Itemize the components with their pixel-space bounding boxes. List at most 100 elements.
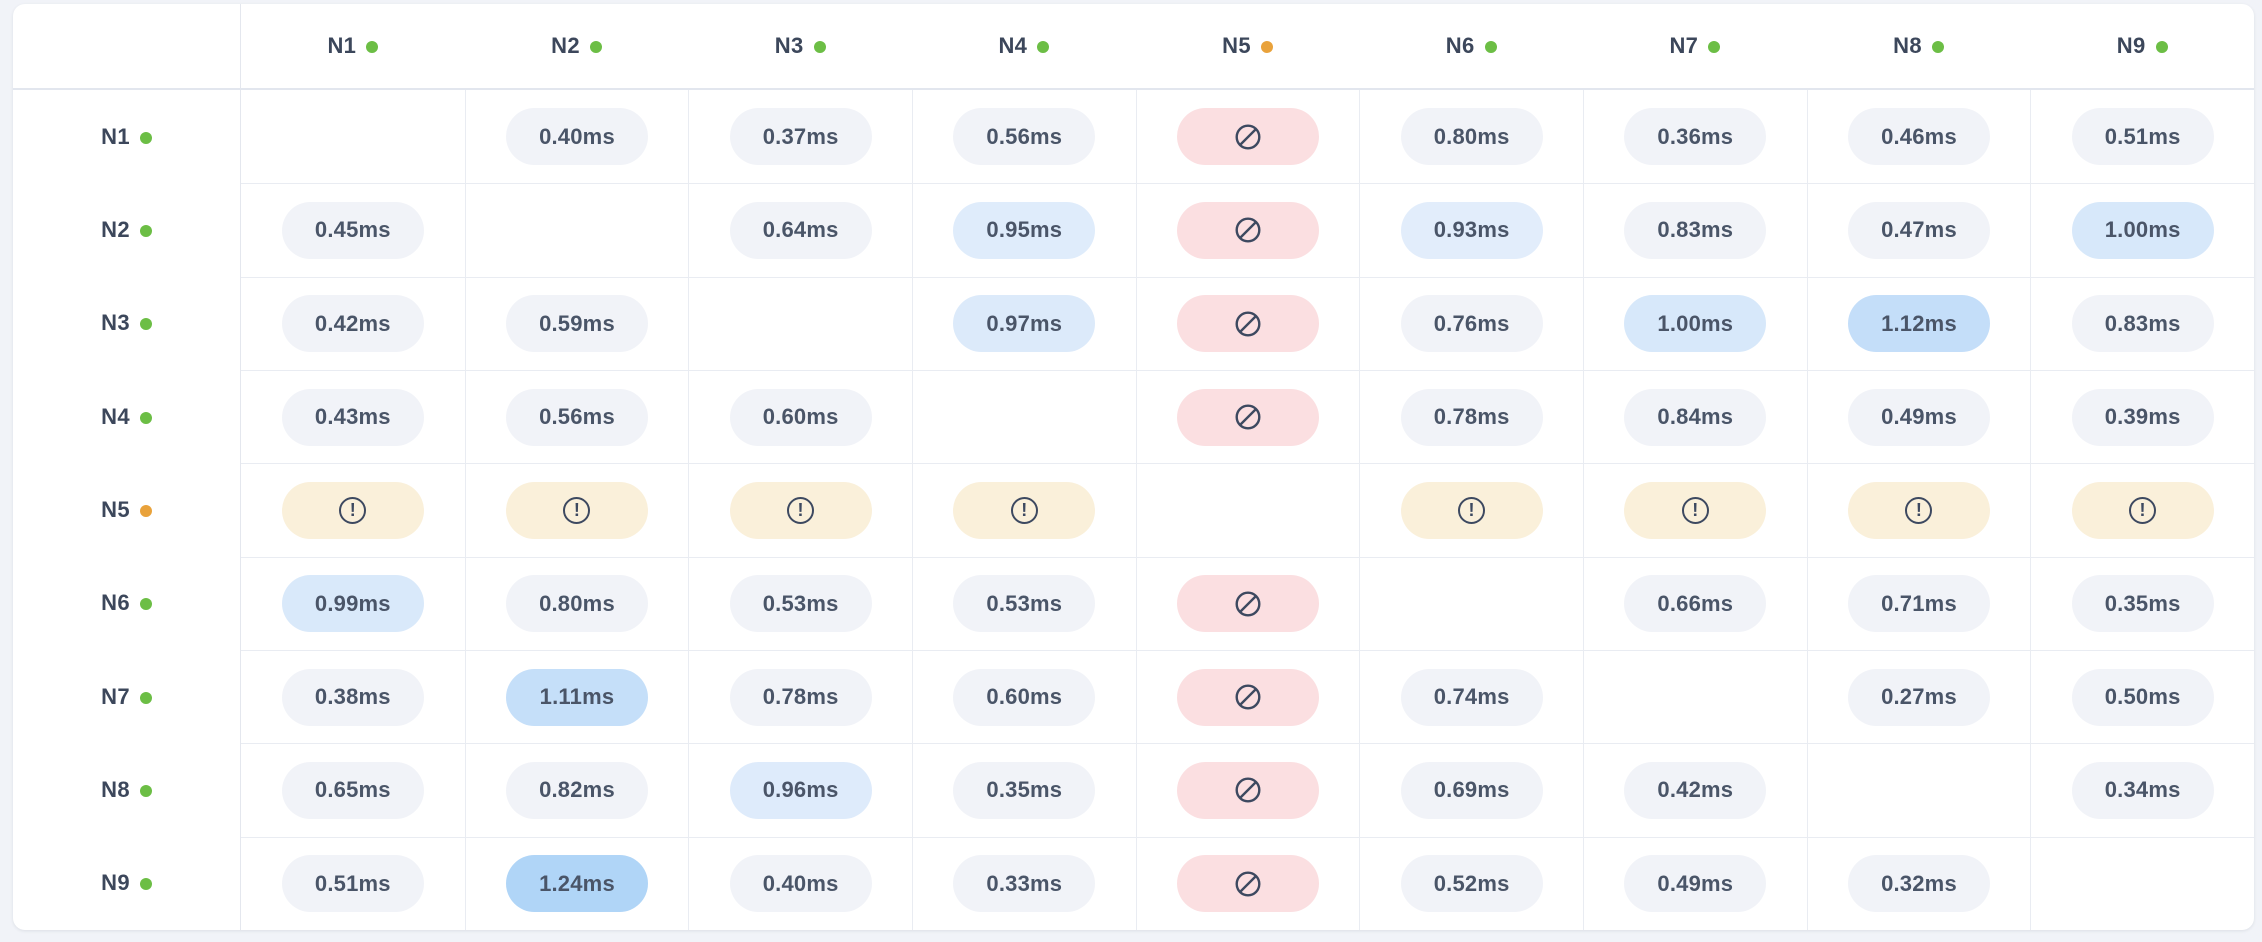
cell-N1-N8: 0.46ms <box>1806 90 2031 184</box>
latency-pill: 0.42ms <box>281 295 424 353</box>
latency-pill: 0.34ms <box>2071 761 2214 819</box>
cell-N8-N1: 0.65ms <box>241 743 465 836</box>
cell-N8-N7: 0.42ms <box>1583 743 1807 837</box>
warning-pill: ! <box>1847 481 1990 539</box>
column-label: N4 <box>998 33 1028 58</box>
latency-pill: 0.99ms <box>281 575 424 633</box>
latency-pill: 0.27ms <box>1847 668 1990 726</box>
matrix-corner-cell <box>13 4 241 90</box>
cell-N3-N2: 0.59ms <box>464 276 689 370</box>
latency-pill: 0.56ms <box>953 108 1096 166</box>
cell-N3-N4: 0.97ms <box>912 276 1136 370</box>
latency-pill: 0.49ms <box>1624 855 1767 913</box>
column-header-N4: N4 <box>912 4 1136 90</box>
warning-pill: ! <box>1624 481 1767 539</box>
status-dot-N2 <box>589 41 602 53</box>
cell-N7-N8: 0.27ms <box>1806 650 2031 744</box>
latency-matrix: N1 N2 N3 N4 N5 N6 N7 N8 N9 N1 0.40ms 0.37ms 0.56ms 0.… <box>13 4 2254 930</box>
cell-N6-N4: 0.53ms <box>912 556 1136 650</box>
column-header-N9: N9 <box>2030 4 2254 90</box>
latency-pill: 0.51ms <box>2071 108 2214 166</box>
warning-pill: ! <box>281 481 424 539</box>
status-dot-row-N6 <box>139 598 152 611</box>
status-dot-row-N9 <box>139 878 152 891</box>
cell-N5-N5 <box>1135 463 1360 557</box>
cell-N6-N2: 0.80ms <box>464 556 689 650</box>
cell-N4-N3: 0.60ms <box>688 370 912 464</box>
cell-N1-N6: 0.80ms <box>1359 90 1583 184</box>
ban-icon <box>1235 404 1261 430</box>
cell-N9-N4: 0.33ms <box>912 836 1136 930</box>
cell-N9-N2: 1.24ms <box>464 836 689 930</box>
latency-pill: 0.49ms <box>1847 388 1990 446</box>
column-label: N9 <box>2116 33 2146 58</box>
latency-pill: 1.11ms <box>505 668 648 726</box>
cell-N6-N5 <box>1135 556 1360 650</box>
cell-N5-N7: ! <box>1583 463 1807 557</box>
alert-circle-icon: ! <box>787 496 815 524</box>
warning-pill: ! <box>1400 481 1543 539</box>
latency-pill: 0.78ms <box>729 668 872 726</box>
latency-pill: 0.56ms <box>505 388 648 446</box>
cell-N7-N6: 0.74ms <box>1359 650 1583 744</box>
cell-N6-N1: 0.99ms <box>241 556 465 650</box>
latency-pill: 0.35ms <box>2071 575 2214 633</box>
latency-pill: 0.36ms <box>1624 108 1767 166</box>
cell-N2-N8: 0.47ms <box>1806 183 2031 277</box>
row-header-N1: N1 <box>13 90 241 184</box>
row-header-N3: N3 <box>13 276 241 370</box>
cell-N4-N7: 0.84ms <box>1583 370 1807 464</box>
cell-N6-N8: 0.71ms <box>1806 556 2031 650</box>
latency-pill: 0.33ms <box>953 855 1096 913</box>
row-header-N4: N4 <box>13 370 241 464</box>
cell-N1-N3: 0.37ms <box>688 90 912 184</box>
cell-N9-N6: 0.52ms <box>1359 836 1583 930</box>
alert-circle-icon: ! <box>1905 496 1933 524</box>
cell-N4-N8: 0.49ms <box>1806 370 2031 464</box>
latency-pill: 0.84ms <box>1624 388 1767 446</box>
cell-N1-N4: 0.56ms <box>912 90 1136 184</box>
column-label: N7 <box>1669 33 1699 58</box>
status-dot-N3 <box>813 41 826 53</box>
status-dot-N6 <box>1484 41 1497 53</box>
cell-N8-N6: 0.69ms <box>1359 743 1583 837</box>
warning-pill: ! <box>505 481 648 539</box>
cell-N9-N7: 0.49ms <box>1583 836 1807 930</box>
cell-N1-N2: 0.40ms <box>464 90 689 184</box>
cell-N3-N5 <box>1135 276 1360 370</box>
latency-pill: 1.00ms <box>2071 201 2214 259</box>
latency-pill: 0.60ms <box>953 668 1096 726</box>
status-dot-N1 <box>366 41 379 53</box>
cell-N2-N7: 0.83ms <box>1583 183 1807 277</box>
latency-pill: 0.82ms <box>505 761 648 819</box>
cell-N4-N9: 0.39ms <box>2030 370 2254 464</box>
cell-N7-N7 <box>1583 650 1807 744</box>
cell-N8-N3: 0.96ms <box>688 743 912 837</box>
cell-N9-N5 <box>1135 836 1360 930</box>
cell-N8-N2: 0.82ms <box>464 743 689 837</box>
status-dot-N5 <box>1260 41 1273 53</box>
latency-pill: 0.65ms <box>281 761 424 819</box>
cell-N3-N6: 0.76ms <box>1359 276 1583 370</box>
row-label: N3 <box>101 310 130 336</box>
latency-pill: 0.66ms <box>1624 575 1767 633</box>
cell-N5-N8: ! <box>1806 463 2031 557</box>
cell-N2-N1: 0.45ms <box>241 183 465 276</box>
cell-N4-N5 <box>1135 370 1360 464</box>
cell-N3-N1: 0.42ms <box>241 276 465 370</box>
latency-pill: 0.93ms <box>1400 201 1543 259</box>
latency-pill: 0.40ms <box>729 855 872 913</box>
status-dot-row-N5 <box>139 504 152 517</box>
latency-pill: 0.35ms <box>953 761 1096 819</box>
cell-N1-N7: 0.36ms <box>1583 90 1807 184</box>
latency-pill: 0.37ms <box>729 108 872 166</box>
cell-N2-N2 <box>464 183 689 277</box>
cell-N4-N2: 0.56ms <box>464 370 689 464</box>
blocked-pill <box>1176 108 1319 166</box>
cell-N7-N9: 0.50ms <box>2030 650 2254 744</box>
cell-N4-N4 <box>912 370 1136 464</box>
latency-pill: 0.74ms <box>1400 668 1543 726</box>
cell-N6-N9: 0.35ms <box>2030 556 2254 650</box>
latency-pill: 0.69ms <box>1400 761 1543 819</box>
cell-N5-N3: ! <box>688 463 912 557</box>
